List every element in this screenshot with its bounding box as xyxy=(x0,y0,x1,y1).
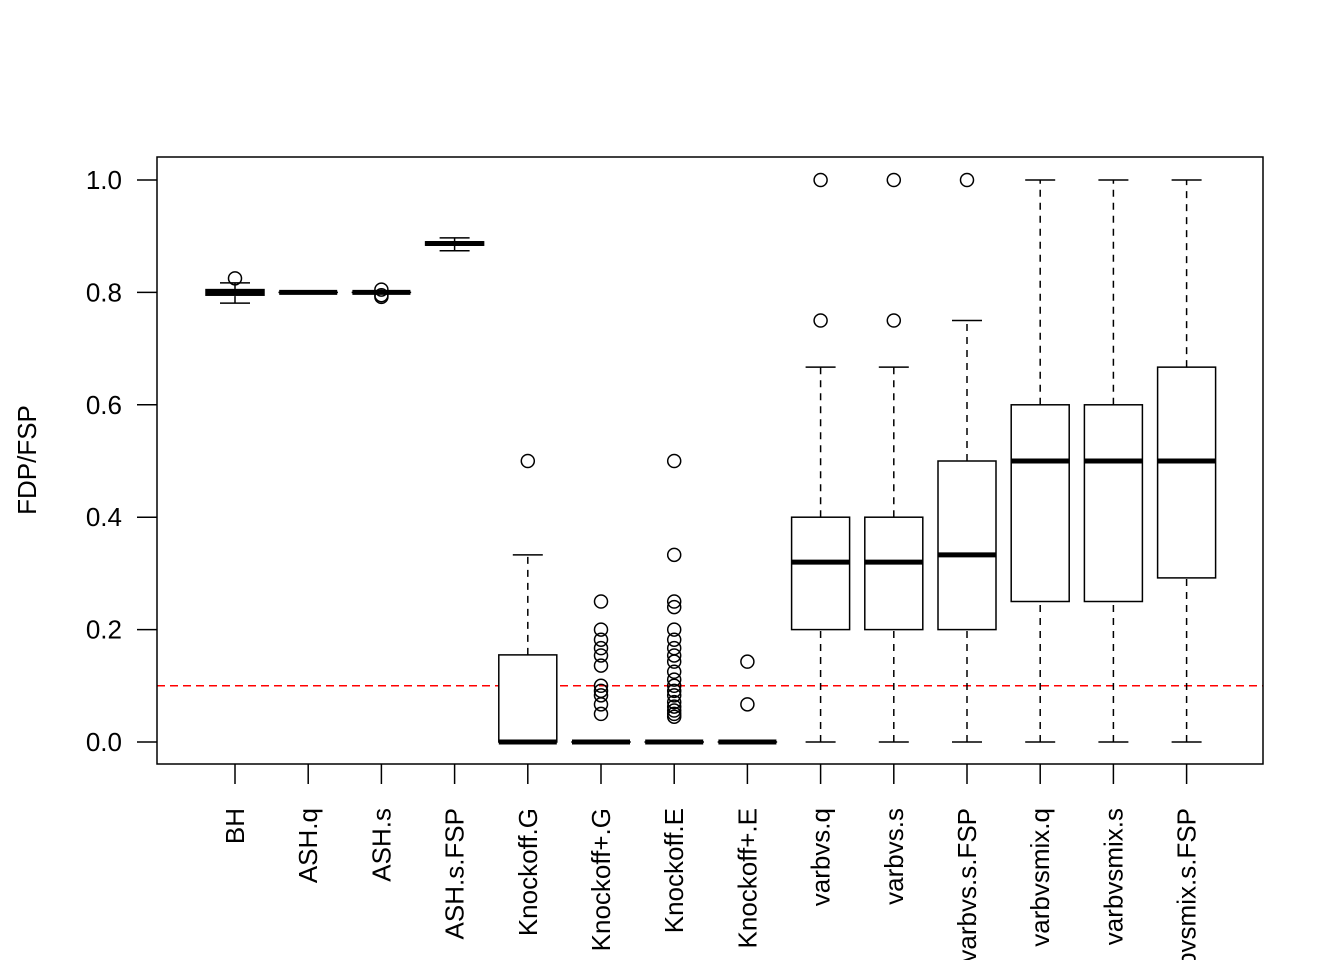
outlier-point xyxy=(520,453,536,469)
y-tick-label: 0.0 xyxy=(86,727,122,757)
outlier-point xyxy=(593,678,609,694)
x-tick-label: varbvs.q xyxy=(806,808,836,906)
outlier-point xyxy=(666,632,682,647)
box-group xyxy=(1010,179,1070,743)
outlier-point xyxy=(666,664,682,679)
box-group xyxy=(1083,179,1144,743)
x-tick-label: Knockoff.G xyxy=(513,808,543,936)
x-tick-label: ASH.s xyxy=(366,808,396,882)
box xyxy=(1083,404,1144,603)
outlier-point xyxy=(593,594,609,609)
outlier-point xyxy=(593,622,609,637)
outlier-point xyxy=(740,654,755,669)
x-tick-label: varbvs.s xyxy=(879,808,909,905)
outlier-point xyxy=(813,313,828,328)
box-group xyxy=(571,594,631,745)
box xyxy=(1010,404,1070,603)
box-group xyxy=(644,453,704,745)
outlier-point xyxy=(593,683,609,699)
outlier-point xyxy=(813,172,828,188)
outlier-point xyxy=(666,688,682,703)
box-group xyxy=(205,271,265,304)
y-tick-label: 1.0 xyxy=(86,165,122,195)
boxes-layer xyxy=(205,172,1217,745)
outlier-point xyxy=(666,672,682,687)
outlier-point xyxy=(666,599,682,615)
box xyxy=(937,460,997,631)
outlier-point xyxy=(666,706,682,722)
x-tick-label: varbvsmix.q xyxy=(1025,808,1055,947)
y-axis: 0.0 0.2 0.4 0.6 0.8 1.0 xyxy=(86,165,157,757)
x-tick-label: varbvs.s.FSP xyxy=(952,808,982,960)
outlier-point xyxy=(666,648,682,663)
outlier-point xyxy=(227,271,243,286)
outlier-point xyxy=(593,640,609,656)
x-tick-label: ASH.s.FSP xyxy=(440,808,470,939)
outlier-point xyxy=(740,697,755,712)
box xyxy=(498,654,558,743)
x-tick-label: varbvsmix.s.FSP xyxy=(1172,808,1202,960)
box-group xyxy=(790,172,851,743)
x-tick-label: Knockoff+.G xyxy=(586,808,616,951)
box xyxy=(1156,366,1217,579)
outlier-point xyxy=(666,640,682,656)
outlier-point xyxy=(593,648,609,663)
outlier-point xyxy=(666,594,682,609)
box-group xyxy=(498,453,558,745)
x-tick-label: Knockoff+.E xyxy=(732,808,762,948)
outlier-point xyxy=(666,547,682,563)
x-axis: BH ASH.q ASH.s ASH.s.FSP Knockoff.G Knockoff+… xyxy=(220,764,1202,960)
outlier-point xyxy=(666,453,682,469)
x-tick-label: Knockoff.E xyxy=(659,808,689,933)
box-group xyxy=(1156,179,1217,743)
box-group xyxy=(351,282,412,305)
box-group xyxy=(937,172,997,743)
box-group xyxy=(717,654,778,745)
x-tick-label: BH xyxy=(220,808,250,844)
outlier-point xyxy=(666,622,682,637)
y-tick-label: 0.6 xyxy=(86,390,122,420)
y-tick-label: 0.2 xyxy=(86,615,122,645)
outlier-point xyxy=(374,287,389,303)
outlier-point xyxy=(959,172,975,188)
outlier-point xyxy=(666,703,682,718)
y-tick-label: 0.4 xyxy=(86,502,122,532)
outlier-point xyxy=(666,683,682,699)
x-tick-label: varbvsmix.s xyxy=(1098,808,1128,945)
y-axis-title: FDP/FSP xyxy=(12,405,42,515)
outlier-point xyxy=(374,282,389,297)
outlier-point xyxy=(666,699,682,714)
outlier-point xyxy=(666,678,682,694)
outlier-point xyxy=(593,658,609,673)
y-tick-label: 0.8 xyxy=(86,277,122,307)
box-group xyxy=(424,237,485,252)
outlier-point xyxy=(593,706,609,722)
box xyxy=(790,516,851,631)
outlier-point xyxy=(593,632,609,647)
outlier-point xyxy=(593,688,609,703)
outlier-point xyxy=(886,313,902,328)
plot-frame xyxy=(156,156,1264,765)
outlier-point xyxy=(886,172,902,188)
outlier-point xyxy=(666,694,682,710)
box-group xyxy=(864,172,924,743)
x-tick-label: ASH.q xyxy=(293,808,323,883)
box xyxy=(864,516,924,631)
